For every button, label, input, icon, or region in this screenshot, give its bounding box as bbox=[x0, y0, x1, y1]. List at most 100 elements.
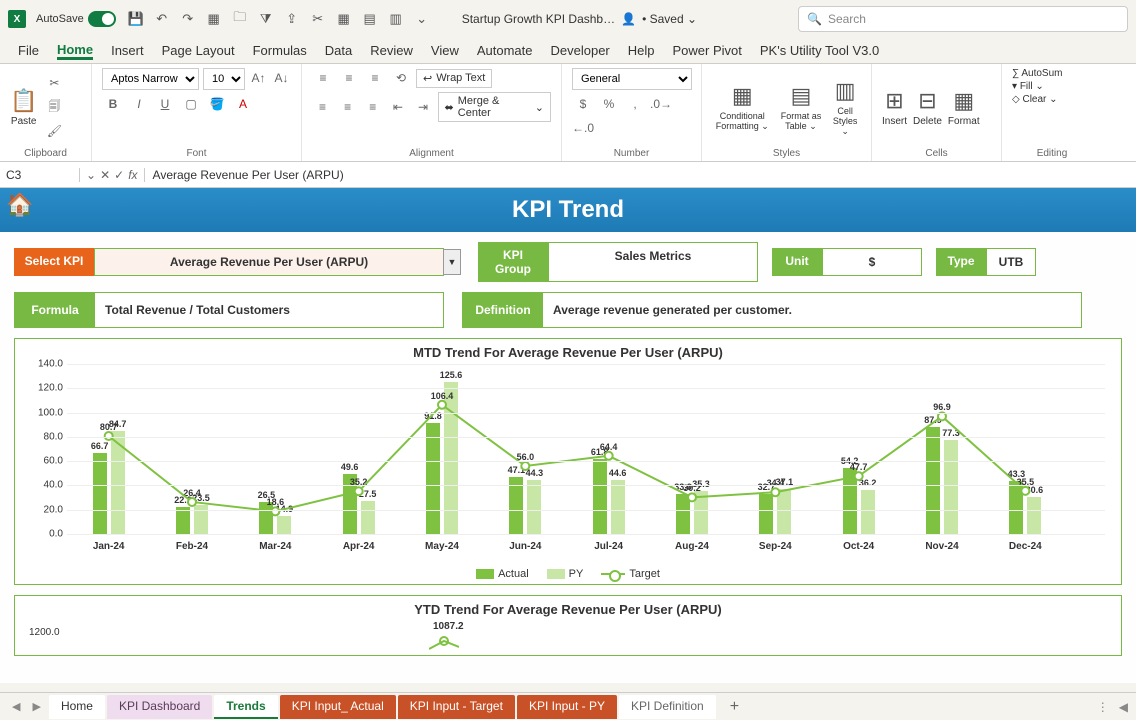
wrap-text-button[interactable]: ↩Wrap Text bbox=[416, 69, 492, 88]
cell-styles-button[interactable]: ▥Cell Styles ⌄ bbox=[829, 78, 861, 137]
ribbon-tab-data[interactable]: Data bbox=[325, 43, 352, 58]
ribbon-tabs: File Home Insert Page Layout Formulas Data Rev… bbox=[0, 38, 1136, 64]
cancel-icon[interactable]: ✕ bbox=[100, 168, 110, 182]
font-name-select[interactable]: Aptos Narrow bbox=[102, 68, 199, 90]
wrap-icon: ↩ bbox=[423, 72, 432, 85]
align-mid-icon[interactable]: ≡ bbox=[338, 68, 360, 88]
italic-icon[interactable]: I bbox=[128, 94, 150, 114]
ribbon-tab-developer[interactable]: Developer bbox=[551, 43, 610, 58]
share-icon[interactable]: ⇪ bbox=[282, 9, 302, 29]
clear-button[interactable]: ◇ Clear ⌄ bbox=[1012, 94, 1058, 105]
sheet-tab-kpi-input-target[interactable]: KPI Input - Target bbox=[398, 695, 515, 719]
sheet-tab-kpi-dashboard[interactable]: KPI Dashboard bbox=[107, 695, 212, 719]
underline-icon[interactable]: U bbox=[154, 94, 176, 114]
undo-icon[interactable]: ↶ bbox=[152, 9, 172, 29]
copy-icon[interactable]: 🗐 bbox=[43, 97, 65, 117]
pivot-icon[interactable]: ▥ bbox=[386, 9, 406, 29]
indent-inc-icon[interactable]: ⇥ bbox=[412, 97, 433, 117]
insert-cells-button[interactable]: ⊞Insert bbox=[882, 88, 907, 127]
font-color-icon[interactable]: A bbox=[232, 94, 254, 114]
number-format-select[interactable]: General bbox=[572, 68, 692, 90]
format-as-table-button[interactable]: ▤Format as Table ⌄ bbox=[779, 83, 824, 132]
dec-decimal-icon[interactable]: ←.0 bbox=[572, 118, 594, 138]
sheet-tab-kpi-input-py[interactable]: KPI Input - PY bbox=[517, 695, 617, 719]
chart-legend: Actual PY Target bbox=[23, 564, 1113, 580]
chevron-down-icon[interactable]: ▼ bbox=[443, 249, 461, 275]
table-icon[interactable]: ▦ bbox=[334, 9, 354, 29]
orientation-icon[interactable]: ⟲ bbox=[390, 68, 412, 88]
fill-button[interactable]: ▾ Fill ⌄ bbox=[1012, 81, 1044, 92]
ribbon-tab-page-layout[interactable]: Page Layout bbox=[162, 43, 235, 58]
format-cells-button[interactable]: ▦Format bbox=[948, 88, 980, 127]
tab-options-icon[interactable]: ⋮ bbox=[1097, 700, 1109, 714]
merge-center-button[interactable]: ⬌Merge & Center⌄ bbox=[438, 92, 551, 122]
sheet-tab-kpi-input-actual[interactable]: KPI Input_ Actual bbox=[280, 695, 396, 719]
more-icon[interactable]: ⌄ bbox=[412, 9, 432, 29]
formula-value[interactable]: Average Revenue Per User (ARPU) bbox=[145, 168, 352, 182]
saved-status[interactable]: • Saved ⌄ bbox=[642, 12, 697, 26]
sheet-tab-home[interactable]: Home bbox=[49, 695, 105, 719]
ribbon-tab-formulas[interactable]: Formulas bbox=[253, 43, 307, 58]
ribbon-tab-pk-s-utility-tool-v3-0[interactable]: PK's Utility Tool V3.0 bbox=[760, 43, 879, 58]
inc-decimal-icon[interactable]: .0→ bbox=[650, 94, 672, 114]
align-top-icon[interactable]: ≡ bbox=[312, 68, 334, 88]
home-icon[interactable]: 🏠 bbox=[6, 192, 33, 218]
font-size-select[interactable]: 10 bbox=[203, 68, 245, 90]
comma-icon[interactable]: , bbox=[624, 94, 646, 114]
align-right-icon[interactable]: ≡ bbox=[362, 97, 383, 117]
kpi-dropdown[interactable]: Average Revenue Per User (ARPU) ▼ bbox=[94, 248, 444, 276]
ribbon-tab-power-pivot[interactable]: Power Pivot bbox=[673, 43, 742, 58]
definition-panel: Definition Average revenue generated per… bbox=[462, 292, 1082, 328]
autosave-toggle[interactable] bbox=[88, 11, 116, 27]
bold-icon[interactable]: B bbox=[102, 94, 124, 114]
percent-icon[interactable]: % bbox=[598, 94, 620, 114]
currency-icon[interactable]: $ bbox=[572, 94, 594, 114]
dropdown-icon[interactable]: ⌄ bbox=[86, 168, 96, 182]
align-left-icon[interactable]: ≡ bbox=[312, 97, 333, 117]
ribbon-tab-help[interactable]: Help bbox=[628, 43, 655, 58]
fill-color-icon[interactable]: 🪣 bbox=[206, 94, 228, 114]
ribbon-tab-file[interactable]: File bbox=[18, 43, 39, 58]
format-painter-icon[interactable]: 🖌 bbox=[43, 121, 65, 141]
fx-icon[interactable]: fx bbox=[128, 168, 137, 182]
autosave[interactable]: AutoSave bbox=[36, 11, 116, 27]
ribbon-tab-review[interactable]: Review bbox=[370, 43, 413, 58]
table2-icon[interactable]: ▤ bbox=[360, 9, 380, 29]
delete-cells-button[interactable]: ⊟Delete bbox=[913, 88, 942, 127]
border-icon[interactable]: ▢ bbox=[180, 94, 202, 114]
sheet-tab-kpi-definition[interactable]: KPI Definition bbox=[619, 695, 716, 719]
cut-icon[interactable]: ✂ bbox=[308, 9, 328, 29]
ribbon-tab-insert[interactable]: Insert bbox=[111, 43, 144, 58]
align-bot-icon[interactable]: ≡ bbox=[364, 68, 386, 88]
redo-icon[interactable]: ↷ bbox=[178, 9, 198, 29]
ribbon-tab-home[interactable]: Home bbox=[57, 42, 93, 60]
group-styles: Styles bbox=[712, 146, 861, 159]
group-editing: Editing bbox=[1012, 146, 1092, 159]
indent-dec-icon[interactable]: ⇤ bbox=[387, 97, 408, 117]
shrink-font-icon[interactable]: A↓ bbox=[272, 68, 291, 88]
conditional-formatting-button[interactable]: ▦Conditional Formatting ⌄ bbox=[712, 83, 773, 132]
name-box[interactable]: C3 bbox=[0, 168, 80, 182]
folder-icon[interactable]: 🗀 bbox=[230, 9, 250, 29]
search-box[interactable]: 🔍 Search bbox=[798, 6, 1128, 32]
add-sheet-button[interactable]: + bbox=[720, 698, 749, 716]
paste-button[interactable]: 📋 Paste bbox=[10, 88, 37, 127]
ribbon-tab-automate[interactable]: Automate bbox=[477, 43, 533, 58]
grow-font-icon[interactable]: A↑ bbox=[249, 68, 268, 88]
align-center-icon[interactable]: ≡ bbox=[337, 97, 358, 117]
enter-icon[interactable]: ✓ bbox=[114, 168, 124, 182]
clipboard-icon: 📋 bbox=[10, 88, 37, 114]
sheet-tab-trends[interactable]: Trends bbox=[214, 695, 277, 719]
tab-prev-icon[interactable]: ◀ bbox=[8, 700, 24, 713]
save-icon[interactable]: 💾 bbox=[126, 9, 146, 29]
cut-icon[interactable]: ✂ bbox=[43, 73, 65, 93]
mtd-chart: MTD Trend For Average Revenue Per User (… bbox=[14, 338, 1122, 585]
ribbon-tab-view[interactable]: View bbox=[431, 43, 459, 58]
grid-icon[interactable]: ▦ bbox=[204, 9, 224, 29]
tab-scroll-left-icon[interactable]: ◀ bbox=[1119, 700, 1128, 714]
autosum-button[interactable]: ∑ AutoSum bbox=[1012, 68, 1063, 79]
tab-next-icon[interactable]: ▶ bbox=[28, 700, 44, 713]
filter-icon[interactable]: ⧩ bbox=[256, 9, 276, 29]
ribbon-body: 📋 Paste ✂ 🗐 🖌 Clipboard Aptos Narrow 10 … bbox=[0, 64, 1136, 162]
kpi-type: Type UTB bbox=[936, 248, 1036, 276]
